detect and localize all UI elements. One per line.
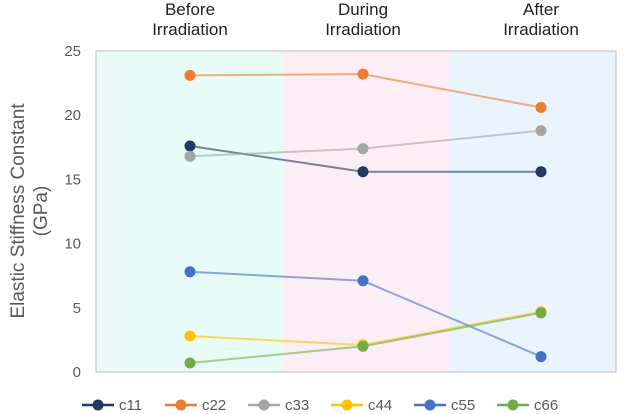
- legend-item-c11: c11: [82, 397, 142, 414]
- data-point-c22: [535, 102, 547, 113]
- y-tick-label: 5: [73, 300, 81, 317]
- data-point-c22: [357, 68, 369, 80]
- y-axis-label: Elastic Stiffness Constant (GPa): [8, 103, 52, 319]
- legend-label: c55: [451, 397, 475, 414]
- legend-item-c66: c66: [497, 397, 558, 414]
- phase-band-2: [283, 51, 450, 372]
- series-c66: [184, 307, 547, 369]
- data-point-c55: [184, 266, 196, 278]
- legend-item-c33: c33: [248, 397, 309, 414]
- data-point-c11: [357, 166, 369, 178]
- legend-item-c22: c22: [165, 397, 226, 414]
- y-tick-label: 25: [64, 43, 81, 60]
- phase-label-1: Before Irradiation: [152, 0, 228, 39]
- phase-band-3: [450, 51, 616, 372]
- data-point-c33: [535, 125, 547, 137]
- legend-label: c22: [202, 397, 226, 414]
- phase-label-3: After Irradiation: [503, 0, 579, 39]
- legend-marker: [341, 399, 353, 411]
- y-tick-label: 0: [73, 364, 81, 381]
- legend: c11 c22 c33 c44 c55 c66: [82, 397, 558, 414]
- series-c33: [184, 125, 547, 162]
- plot-frame: [95, 50, 617, 373]
- legend-label: c11: [119, 397, 142, 414]
- data-point-c22: [184, 69, 196, 81]
- data-point-c66: [357, 340, 369, 352]
- data-point-c55: [535, 351, 547, 363]
- legend-label: c33: [285, 397, 309, 414]
- data-point-c33: [184, 150, 196, 162]
- series-layer: [184, 68, 547, 369]
- legend-marker: [258, 399, 270, 411]
- y-axis: 0 5 10 15 20 25: [64, 43, 81, 381]
- data-point-c11: [184, 140, 196, 152]
- legend-marker: [175, 399, 187, 411]
- legend-item-c44: c44: [331, 397, 392, 414]
- legend-label: c44: [368, 397, 392, 414]
- legend-marker: [507, 399, 519, 411]
- data-point-c33: [357, 143, 369, 155]
- y-tick-label: 20: [64, 107, 81, 124]
- series-c22: [184, 68, 547, 113]
- phase-band-1: [96, 51, 283, 372]
- phase-labels: Before Irradiation During Irradiation After I…: [152, 0, 579, 39]
- data-point-c11: [535, 166, 547, 178]
- series-c55: [184, 266, 547, 363]
- data-point-c55: [357, 275, 369, 287]
- y-tick-label: 10: [64, 236, 81, 253]
- data-point-c66: [535, 307, 547, 319]
- legend-item-c55: c55: [414, 397, 475, 414]
- phase-bands: [96, 51, 616, 372]
- data-point-c44: [184, 330, 196, 342]
- legend-label: c66: [534, 397, 558, 414]
- data-point-c66: [184, 357, 196, 369]
- legend-marker: [424, 399, 436, 411]
- y-tick-label: 15: [64, 171, 81, 188]
- legend-marker: [92, 399, 104, 411]
- y-axis-title: Elastic Stiffness Constant (GPa): [8, 103, 52, 319]
- phase-label-2: During Irradiation: [325, 0, 401, 39]
